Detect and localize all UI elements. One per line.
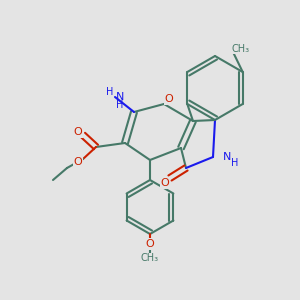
- Text: H: H: [231, 158, 239, 168]
- Text: N: N: [223, 152, 231, 162]
- Text: O: O: [165, 94, 173, 104]
- Text: N: N: [116, 92, 124, 102]
- Text: O: O: [146, 239, 154, 249]
- Text: O: O: [74, 157, 82, 167]
- Text: CH₃: CH₃: [232, 44, 250, 54]
- Text: H: H: [116, 100, 124, 110]
- Text: O: O: [160, 178, 169, 188]
- Text: O: O: [74, 127, 82, 137]
- Text: CH₃: CH₃: [141, 253, 159, 263]
- Text: H: H: [106, 87, 114, 97]
